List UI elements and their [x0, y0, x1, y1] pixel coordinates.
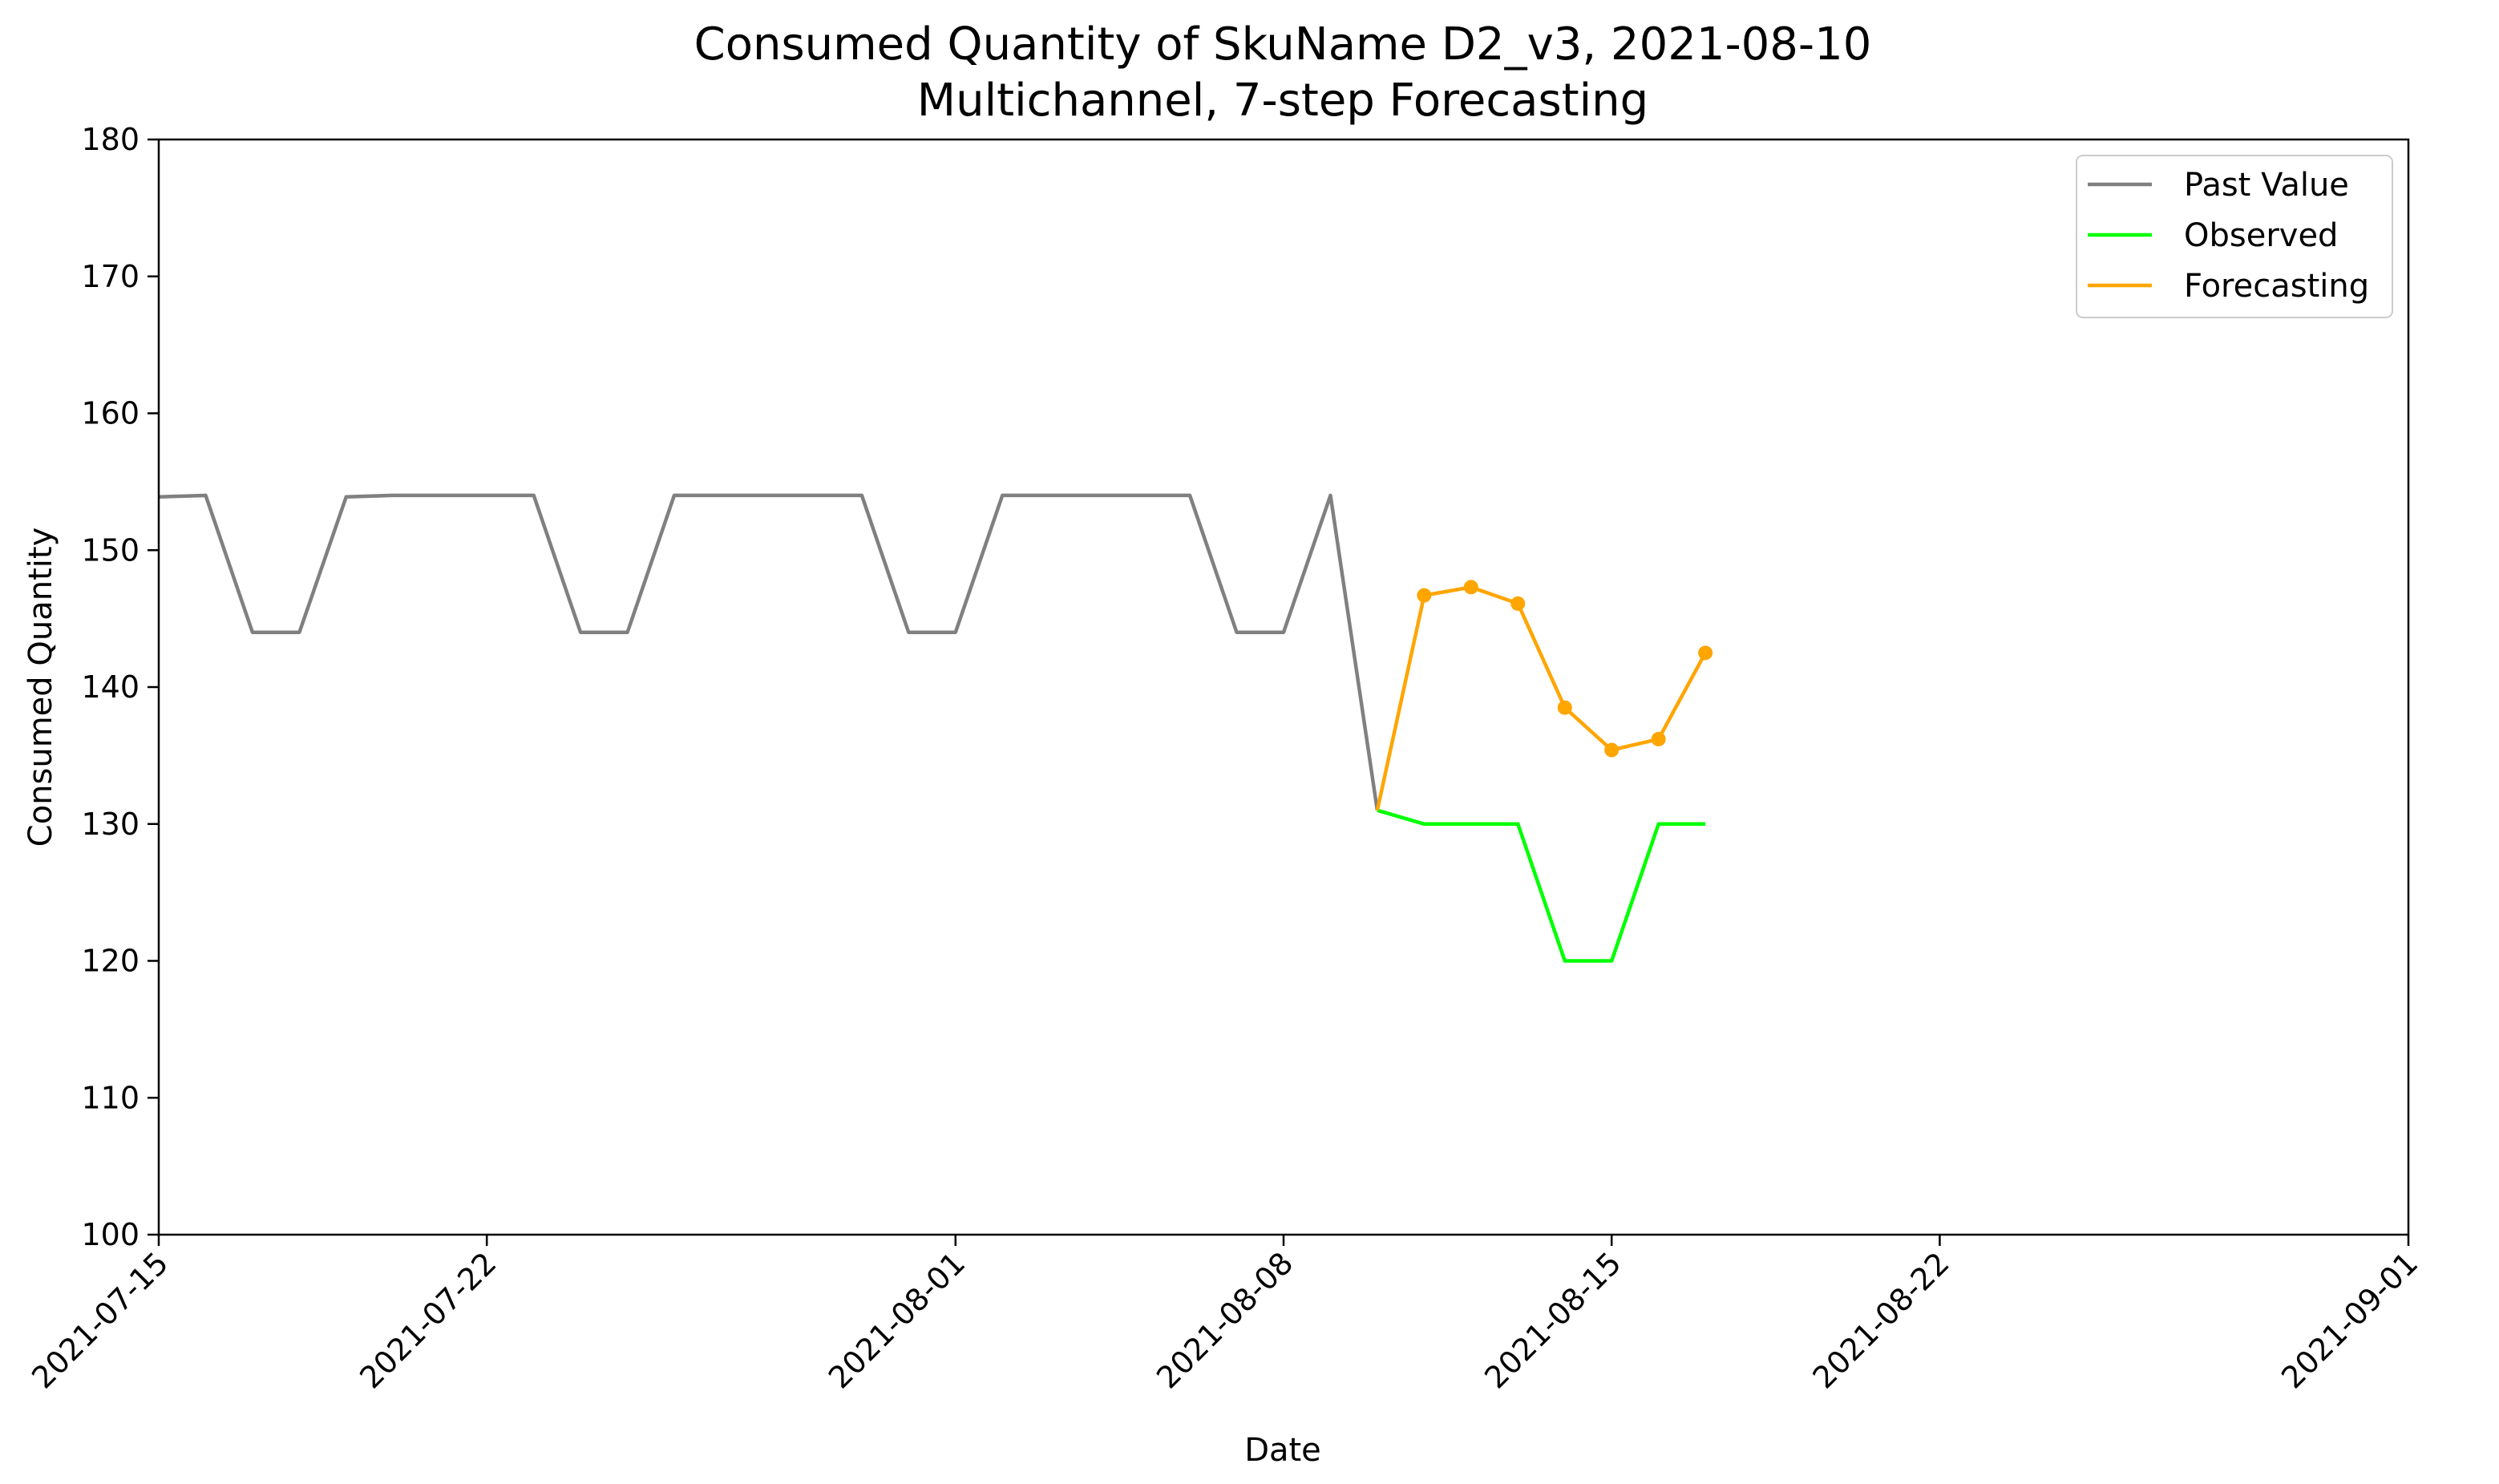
series-line-past-value: [158, 493, 1380, 811]
y-tick-label: 180: [81, 122, 140, 157]
y-tick-label: 110: [81, 1080, 140, 1115]
y-tick-label: 120: [81, 944, 140, 979]
data-point-forecasting: [1557, 700, 1572, 715]
data-point-forecasting: [1698, 645, 1713, 661]
y-axis-label: Consumed Quantity: [22, 528, 59, 847]
y-tick-label: 140: [81, 669, 140, 705]
legend: Past Value Observed Forecasting: [2076, 155, 2393, 318]
y-tick-label: 150: [81, 532, 140, 568]
y-tick-label: 130: [81, 807, 140, 842]
chart-title-line-2: Multichannel, 7-step Forecasting: [917, 75, 1648, 127]
y-tick-label: 170: [81, 259, 140, 294]
data-point-forecasting: [1417, 588, 1432, 603]
y-tick-label: 100: [81, 1217, 140, 1252]
series-line-forecasting: [1375, 585, 1708, 811]
y-tick-label: 160: [81, 396, 140, 431]
data-point-forecasting: [1604, 742, 1619, 758]
chart-title-line-1: Consumed Quantity of SkuName D2_v3, 2021…: [694, 18, 1872, 71]
legend-label-observed: Observed: [2184, 217, 2338, 254]
series-line-observed: [1377, 808, 1706, 963]
series-layer: [158, 493, 1713, 963]
y-axis: 100 110 120 130 140 150 160 170 180: [81, 122, 159, 1252]
data-point-forecasting: [1651, 731, 1666, 746]
data-point-forecasting: [1510, 596, 1526, 611]
legend-label-past-value: Past Value: [2184, 167, 2349, 204]
legend-label-forecasting: Forecasting: [2184, 268, 2369, 305]
x-axis-label: Date: [1244, 1432, 1321, 1469]
data-point-forecasting: [1463, 580, 1478, 595]
legend-box: [2076, 155, 2393, 318]
